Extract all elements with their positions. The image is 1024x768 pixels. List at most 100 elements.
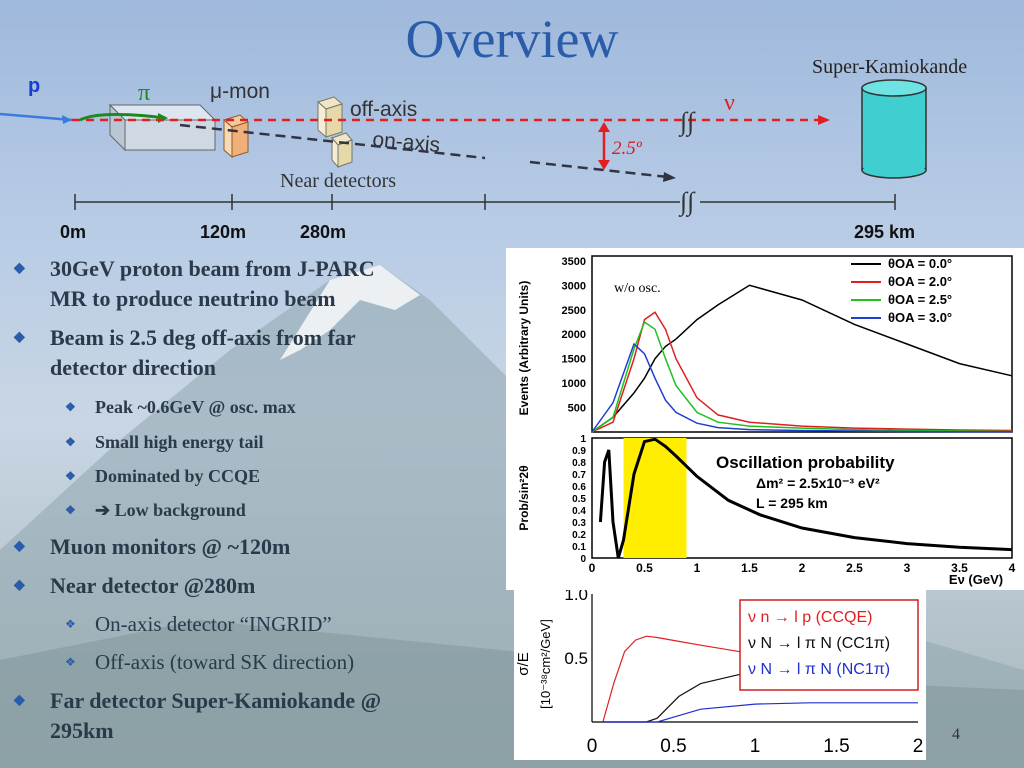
xsec-legend-label: ν N → l π N (CC1π) (748, 635, 890, 652)
prob-ytick: 0.5 (572, 494, 586, 505)
distance-295km: 295 km (854, 222, 915, 242)
sub-bullet-icon: ❖ (65, 617, 76, 631)
prob-curve (598, 437, 1013, 559)
prob-ytick: 0.4 (572, 506, 586, 517)
prob-xtick: 2 (799, 561, 806, 575)
neutrino-label: ν (724, 90, 735, 116)
on-axis-beam (179, 123, 486, 160)
prob-ylabel: Prob/sin²2θ (517, 465, 531, 530)
bullet-2-line-1: Beam is 2.5 deg off-axis from far (50, 325, 356, 350)
sub-bullet-peak: ❖ Peak ~0.6GeV @ osc. max (65, 397, 296, 417)
distance-120m: 120m (200, 222, 246, 242)
cross-section-panel: σ/E [10⁻³⁸cm²/GeV] 1.00.5 00.511.52E (Ge… (514, 585, 1024, 760)
flux-ytick: 2000 (562, 329, 586, 341)
diamond-bullet-icon: ◆ (14, 261, 25, 276)
prob-plot-frame (591, 437, 1013, 559)
prob-ytick: 0.8 (572, 458, 586, 469)
xsec-series-line (602, 702, 918, 723)
xsec-xtick: 2 (913, 736, 924, 757)
diamond-bullet-icon: ◆ (14, 539, 25, 554)
on-axis-beam-far (529, 160, 669, 179)
prob-baseline: L = 295 km (756, 495, 828, 511)
flux-ytick: 1500 (562, 354, 586, 366)
prob-ytick: 0.6 (572, 482, 586, 493)
diamond-bullet-icon: ◆ (14, 330, 25, 345)
sub-bullet-icon: ❖ (65, 655, 76, 669)
prob-xtick: 3.5 (951, 561, 968, 575)
prob-delta-m: Δm² = 2.5x10⁻³ eV² (756, 475, 880, 491)
sub-bullet-icon: ❖ (65, 400, 76, 414)
xsec-xtick: 0.5 (660, 736, 686, 757)
on-axis-label: on-axis (372, 128, 441, 157)
sub-bullet-background: ❖ ➔ Low background (65, 500, 246, 520)
xsec-xtick: 1 (750, 736, 761, 757)
sub-bullet-ccqe: ❖ Dominated by CCQE (65, 466, 261, 486)
slide-title: Overview (405, 9, 619, 69)
prob-xlabel: Eν (GeV) (949, 572, 1003, 587)
sub-bullet-off-axis: ❖ Off-axis (toward SK direction) (65, 650, 355, 674)
flux-ytick: 3500 (562, 256, 586, 268)
prob-xtick: 4 (1009, 561, 1016, 575)
prob-title: Oscillation probability (716, 453, 895, 472)
xsec-xtick: 1.5 (823, 736, 849, 757)
xsec-ylabel: σ/E (515, 652, 532, 675)
prob-xtick: 1 (694, 561, 701, 575)
bullet-1: ◆ 30GeV proton beam from J-PARC MR to pro… (14, 254, 375, 314)
flux-series-line (591, 342, 1012, 433)
flux-series-line (591, 320, 1013, 433)
proton-beam-line (0, 112, 73, 122)
flux-and-probability-chart: Events (Arbitrary Units) 350030002500200… (517, 255, 1016, 587)
diamond-bullet-icon: ◆ (14, 693, 25, 708)
pion-track (79, 112, 166, 122)
bullet-near-detector: ◆ Near detector @280m (14, 571, 255, 601)
cross-section-chart: σ/E [10⁻³⁸cm²/GeV] 1.00.5 00.511.52E (Ge… (515, 585, 1024, 757)
on-axis-detector (331, 132, 353, 169)
prob-ytick: 1 (580, 434, 586, 445)
distance-axis (74, 194, 896, 210)
distance-280m: 280m (300, 222, 346, 242)
distance-0m: 0m (60, 222, 86, 242)
xsec-xtick: 0 (587, 736, 598, 757)
flux-legend-label: θOA = 0.0° (888, 256, 952, 271)
prob-ytick: 0 (580, 554, 586, 565)
xsec-legend-label: ν N → l π N (NC1π) (748, 661, 890, 678)
flux-series-line (591, 311, 1013, 433)
bullet-1-line-2: MR to produce neutrino beam (50, 286, 336, 311)
sub-bullet-ingrid: ❖ On-axis detector “INGRID” (65, 612, 332, 636)
off-axis-detector (316, 96, 344, 139)
break-mark-bottom: ∫∫ (678, 187, 696, 217)
prob-ytick: 0.1 (572, 542, 586, 553)
angle-label: 2.5º (612, 138, 643, 159)
flux-annotation: w/o osc. (614, 281, 661, 296)
prob-xtick: 0.5 (636, 561, 653, 575)
prob-xtick: 2.5 (846, 561, 863, 575)
prob-xtick: 0 (589, 561, 596, 575)
flux-legend-label: θOA = 2.0° (888, 274, 952, 289)
bullet-muon-monitors: ◆ Muon monitors @ ~120m (14, 532, 290, 562)
near-detectors-label: Near detectors (280, 170, 396, 192)
flux-ytick: 500 (568, 403, 586, 415)
prob-ytick: 0.3 (572, 518, 586, 529)
xsec-ytick: 0.5 (564, 649, 588, 668)
flux-legend-label: θOA = 3.0° (888, 310, 952, 325)
flux-ytick: 2500 (562, 305, 586, 317)
bullet-2-line-2: detector direction (50, 355, 216, 380)
xsec-legend-label: ν n → l p (CCQE) (748, 609, 872, 626)
break-mark-top: ∫∫ (678, 107, 696, 137)
prob-ytick: 0.2 (572, 530, 586, 541)
bullet-far-detector: ◆ Far detector Super-Kamiokande @295km (14, 688, 382, 743)
sub-bullet-tail: ❖ Small high energy tail (65, 432, 264, 452)
page-number: 4 (952, 726, 960, 743)
flux-chart-panel: Events (Arbitrary Units) 3500 3000 2500 200… (506, 248, 1024, 590)
proton-label: p (28, 75, 40, 97)
sub-bullet-icon: ❖ (65, 435, 76, 449)
flux-ytick: 1000 (562, 378, 586, 390)
sub-bullet-icon: ❖ (65, 503, 76, 517)
beamline-diagram: p π μ-mon off-axis on-axis 2.5º ∫∫ ∫∫ ν (0, 75, 927, 242)
prob-ytick: 0.9 (572, 446, 586, 457)
bullet-2: ◆ Beam is 2.5 deg off-axis from far detec… (14, 323, 356, 383)
xsec-yunit: [10⁻³⁸cm²/GeV] (538, 619, 553, 709)
off-axis-label: off-axis (350, 98, 417, 121)
flux-series-line (591, 284, 1013, 433)
prob-xtick: 1.5 (741, 561, 758, 575)
